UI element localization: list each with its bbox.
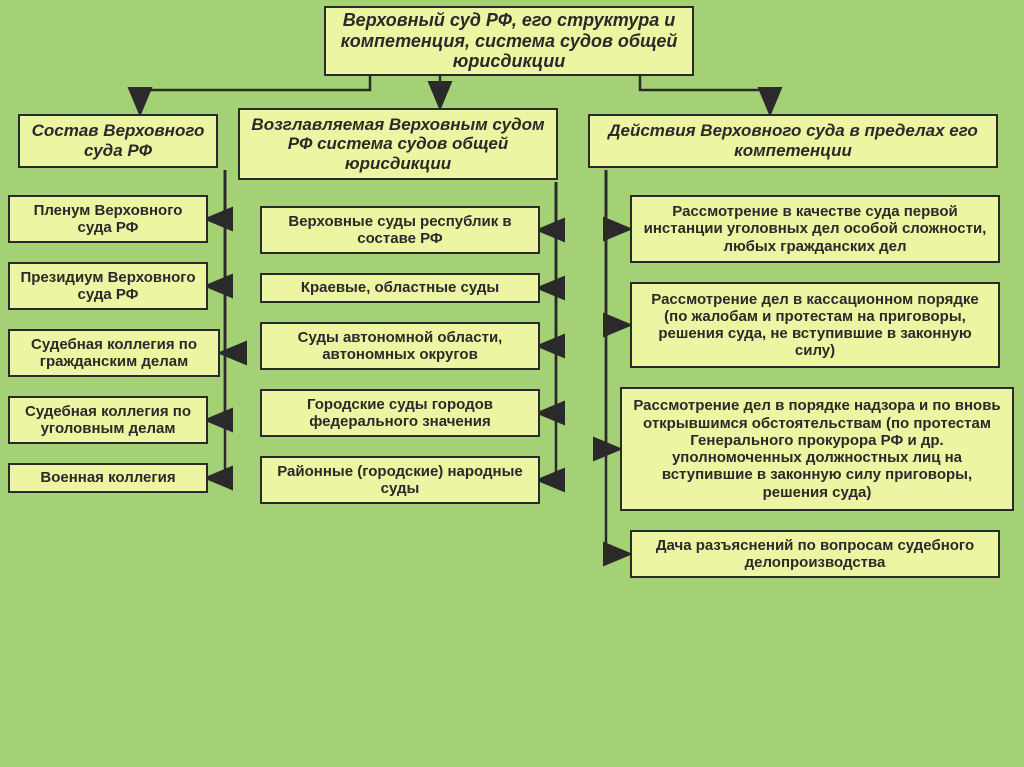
item-c0-2: Судебная коллегия по гражданским делам bbox=[8, 329, 220, 377]
item-c0-label: Судебная коллегия по уголовным делам bbox=[18, 403, 198, 438]
column-header-label: Действия Верховного суда в пределах его … bbox=[598, 121, 988, 160]
item-c1-label: Верховные суды республик в составе РФ bbox=[270, 213, 530, 248]
arrow bbox=[606, 170, 628, 325]
item-c2-0: Рассмотрение в качестве суда первой инст… bbox=[630, 195, 1000, 263]
item-c1-0: Верховные суды республик в составе РФ bbox=[260, 206, 540, 254]
item-c0-label: Судебная коллегия по гражданским делам bbox=[18, 336, 210, 371]
item-c1-label: Краевые, областные суды bbox=[301, 279, 499, 296]
arrow bbox=[208, 170, 225, 286]
item-c0-3: Судебная коллегия по уголовным делам bbox=[8, 396, 208, 444]
item-c0-label: Пленум Верховного суда РФ bbox=[18, 202, 198, 237]
item-c1-label: Районные (городские) народные суды bbox=[270, 463, 530, 498]
diagram-title: Верховный суд РФ, его структура и компет… bbox=[324, 6, 694, 76]
item-c2-label: Рассмотрение в качестве суда первой инст… bbox=[640, 203, 990, 255]
arrow bbox=[606, 170, 628, 229]
arrow bbox=[606, 170, 618, 449]
column-header-2: Действия Верховного суда в пределах его … bbox=[588, 114, 998, 168]
arrow bbox=[540, 182, 556, 413]
arrow bbox=[540, 182, 556, 230]
item-c2-label: Рассмотрение дел в порядке надзора и по … bbox=[630, 397, 1004, 501]
item-c0-0: Пленум Верховного суда РФ bbox=[8, 195, 208, 243]
column-header-1: Возглавляемая Верховным судом РФ система… bbox=[238, 108, 558, 180]
item-c2-label: Дача разъяснений по вопросам судебного д… bbox=[640, 537, 990, 572]
item-c2-1: Рассмотрение дел в кассационном порядке … bbox=[630, 282, 1000, 368]
column-header-0: Состав Верховного суда РФ bbox=[18, 114, 218, 168]
arrow bbox=[540, 182, 556, 288]
arrow bbox=[208, 170, 225, 478]
arrow bbox=[640, 76, 770, 112]
item-c2-label: Рассмотрение дел в кассационном порядке … bbox=[640, 291, 990, 360]
arrow bbox=[540, 182, 556, 346]
diagram-title-label: Верховный суд РФ, его структура и компет… bbox=[334, 10, 684, 72]
item-c1-label: Городские суды городов федерального знач… bbox=[270, 396, 530, 431]
item-c2-3: Дача разъяснений по вопросам судебного д… bbox=[630, 530, 1000, 578]
arrow bbox=[208, 170, 225, 219]
item-c0-1: Президиум Верховного суда РФ bbox=[8, 262, 208, 310]
item-c0-label: Военная коллегия bbox=[40, 469, 175, 486]
item-c2-2: Рассмотрение дел в порядке надзора и по … bbox=[620, 387, 1014, 511]
item-c0-4: Военная коллегия bbox=[8, 463, 208, 493]
item-c1-1: Краевые, областные суды bbox=[260, 273, 540, 303]
arrow bbox=[222, 170, 225, 353]
item-c1-2: Суды автономной области, автономных окру… bbox=[260, 322, 540, 370]
item-c1-4: Районные (городские) народные суды bbox=[260, 456, 540, 504]
arrow bbox=[208, 170, 225, 420]
arrow bbox=[140, 76, 370, 112]
arrow bbox=[540, 182, 556, 480]
column-header-label: Возглавляемая Верховным судом РФ система… bbox=[248, 115, 548, 174]
item-c1-3: Городские суды городов федерального знач… bbox=[260, 389, 540, 437]
item-c1-label: Суды автономной области, автономных окру… bbox=[270, 329, 530, 364]
column-header-label: Состав Верховного суда РФ bbox=[28, 121, 208, 160]
item-c0-label: Президиум Верховного суда РФ bbox=[18, 269, 198, 304]
